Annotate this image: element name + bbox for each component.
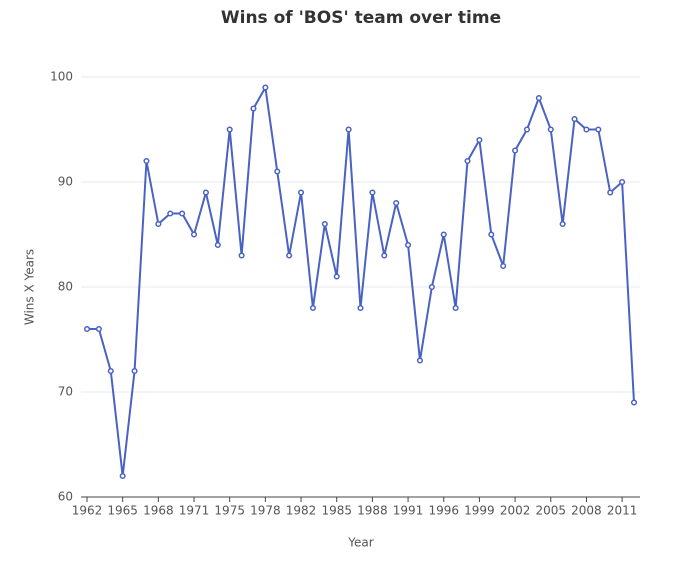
data-point xyxy=(440,231,447,238)
x-tick-label: 1971 xyxy=(179,504,210,518)
x-tick-label: 1975 xyxy=(214,504,245,518)
data-point xyxy=(428,283,435,291)
data-point xyxy=(452,304,459,312)
data-point xyxy=(369,189,376,196)
data-point xyxy=(535,94,542,102)
data-point xyxy=(274,168,281,175)
x-tick-label: 2002 xyxy=(500,504,531,518)
y-tick-label: 60 xyxy=(58,490,73,504)
data-point xyxy=(131,367,138,375)
x-tick-label: 1985 xyxy=(321,504,352,518)
x-tick-label: 1962 xyxy=(72,504,103,518)
data-point xyxy=(488,231,495,238)
data-point xyxy=(286,252,293,259)
data-point xyxy=(512,147,519,154)
data-point xyxy=(119,472,126,480)
data-point xyxy=(83,325,91,333)
data-point xyxy=(214,241,221,249)
data-point xyxy=(309,304,316,312)
data-point xyxy=(345,126,352,133)
data-point xyxy=(416,357,424,364)
y-tick-label: 80 xyxy=(58,280,73,294)
y-tick-label: 90 xyxy=(58,175,73,189)
data-line xyxy=(87,86,635,477)
data-point xyxy=(464,157,471,165)
y-tick-label: 100 xyxy=(50,70,73,84)
data-point xyxy=(107,367,114,375)
data-point xyxy=(179,210,186,217)
data-point xyxy=(619,178,626,186)
data-point xyxy=(333,273,340,280)
data-point xyxy=(607,189,614,196)
data-point xyxy=(297,189,305,196)
data-point xyxy=(143,157,150,165)
data-point xyxy=(357,304,364,312)
data-point xyxy=(595,126,602,133)
y-axis-title: Wins X Years xyxy=(23,249,37,325)
data-point xyxy=(95,325,102,333)
data-point xyxy=(238,252,245,259)
x-tick-label: 1968 xyxy=(143,504,174,518)
x-tick-label: 2005 xyxy=(535,504,566,518)
data-point xyxy=(523,126,531,133)
x-tick-label: 1988 xyxy=(357,504,388,518)
data-point xyxy=(155,220,162,228)
data-point xyxy=(583,126,590,133)
data-point xyxy=(476,136,483,144)
x-tick-label: 1991 xyxy=(393,504,424,518)
data-point xyxy=(381,252,388,259)
data-point xyxy=(250,105,257,112)
data-point xyxy=(321,220,328,228)
data-point xyxy=(190,231,198,238)
data-point xyxy=(559,220,566,228)
chart-title: Wins of 'BOS' team over time xyxy=(221,8,501,28)
y-tick-label: 70 xyxy=(58,385,73,399)
x-tick-label: 2008 xyxy=(571,504,602,518)
data-point xyxy=(167,210,174,217)
data-point xyxy=(547,126,554,133)
x-tick-label: 2011 xyxy=(607,504,638,518)
x-axis-title: Year xyxy=(347,536,373,550)
x-tick-label: 1965 xyxy=(107,504,138,518)
x-tick-label: 1978 xyxy=(250,504,281,518)
x-tick-label: 1999 xyxy=(464,504,495,518)
data-point xyxy=(405,241,412,249)
data-point xyxy=(500,262,507,270)
data-point xyxy=(393,199,400,207)
data-point xyxy=(226,126,233,133)
data-point xyxy=(202,189,209,196)
x-tick-label: 1996 xyxy=(428,504,459,518)
x-tick-label: 1982 xyxy=(286,504,317,518)
data-point xyxy=(630,399,638,406)
data-point xyxy=(571,115,578,123)
data-point xyxy=(262,84,269,91)
